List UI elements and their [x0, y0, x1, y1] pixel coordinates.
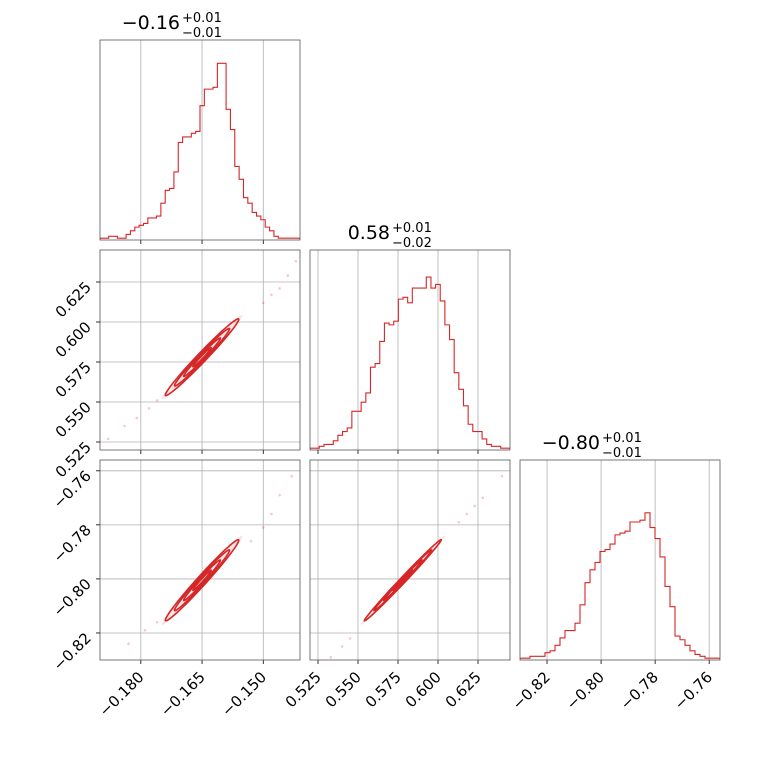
y-tick-label: 0.550	[52, 398, 95, 441]
x-tick-label: −0.80	[563, 668, 608, 713]
histogram-panel-0: −0.16 +0.01−0.01	[99, 11, 301, 244]
sample-point	[348, 637, 352, 640]
title-upper-error: +0.01	[182, 11, 222, 26]
y-tick-label: 0.600	[52, 318, 95, 361]
y-tick-label: 0.575	[52, 358, 95, 401]
x-tick-label: 0.550	[322, 668, 365, 711]
sample-point	[123, 424, 126, 428]
x-tick-label: −0.150	[218, 668, 270, 720]
sample-point	[261, 301, 265, 305]
contour-group	[320, 474, 504, 670]
contour-line	[173, 327, 231, 387]
sample-point	[127, 642, 130, 646]
x-tick-label: 0.600	[402, 668, 445, 711]
sample-point	[143, 628, 147, 632]
sample-point	[278, 287, 281, 290]
sample-point	[340, 645, 344, 648]
contour-line	[164, 317, 240, 397]
contour-line	[363, 538, 442, 622]
scatter-panel-2	[309, 459, 511, 670]
x-tick-label: −0.180	[96, 668, 148, 720]
sample-point	[294, 259, 298, 263]
sample-point	[465, 512, 469, 516]
panel-frame	[309, 459, 511, 661]
sample-point	[320, 667, 323, 670]
density-fill	[161, 535, 243, 625]
contour-group	[127, 474, 294, 646]
sample-point	[278, 493, 281, 497]
sample-point	[155, 399, 159, 402]
sample-point	[290, 474, 294, 478]
histogram-title-0: −0.16	[122, 12, 180, 34]
sample-point	[155, 620, 159, 624]
title-lower-error: −0.02	[392, 236, 432, 251]
x-tick-label: −0.165	[157, 668, 209, 720]
x-tick-label: 0.525	[282, 668, 325, 711]
contour-line	[164, 538, 240, 622]
y-tick-label: 0.625	[52, 278, 95, 321]
title-upper-error: +0.01	[602, 431, 642, 446]
sample-point	[473, 504, 477, 508]
panel-frame	[99, 459, 301, 661]
sample-point	[249, 539, 253, 543]
sample-point	[481, 496, 485, 500]
sample-point	[147, 407, 151, 410]
y-tick-label: −0.80	[50, 575, 95, 620]
sample-point	[457, 520, 461, 524]
sample-point	[270, 293, 273, 297]
sample-point	[286, 274, 290, 277]
contour-line	[192, 346, 213, 368]
histogram-panel-1: 0.58 +0.01−0.02	[309, 221, 511, 454]
panel-frame	[99, 249, 301, 451]
x-tick-label: −0.78	[617, 668, 662, 713]
contour-line	[182, 559, 222, 602]
y-tick-label: −0.78	[50, 521, 95, 566]
histogram-steps	[100, 62, 300, 240]
title-lower-error: −0.01	[182, 26, 222, 41]
histogram-steps	[310, 276, 510, 450]
y-tick-label: −0.82	[50, 629, 95, 674]
sample-point	[135, 416, 139, 420]
x-tick-label: −0.82	[509, 668, 554, 713]
sample-point	[261, 526, 265, 529]
x-tick-label: 0.625	[442, 668, 485, 711]
histogram-title-1: 0.58	[348, 222, 390, 244]
title-upper-error: +0.01	[392, 221, 432, 236]
contour-group	[106, 259, 298, 441]
histogram-panel-2: −0.80 +0.01−0.01	[519, 431, 721, 664]
sample-point	[329, 655, 333, 659]
panel-frame	[99, 39, 301, 241]
histogram-steps	[520, 512, 720, 660]
x-tick-label: 0.575	[362, 668, 405, 711]
contour-line	[182, 337, 222, 378]
contour-line	[173, 549, 231, 612]
histogram-title-2: −0.80	[542, 432, 600, 454]
sample-point	[106, 437, 110, 441]
contour-line	[192, 569, 213, 592]
density-fill	[161, 314, 243, 400]
sample-point	[500, 474, 504, 478]
contour-line	[392, 569, 414, 592]
scatter-panel-0	[99, 249, 301, 454]
x-tick-label: −0.76	[671, 668, 716, 713]
sample-point	[270, 512, 273, 516]
scatter-panel-1	[99, 459, 301, 664]
title-lower-error: −0.01	[602, 446, 642, 461]
panel-frame	[309, 249, 511, 451]
panel-frame	[519, 459, 721, 661]
